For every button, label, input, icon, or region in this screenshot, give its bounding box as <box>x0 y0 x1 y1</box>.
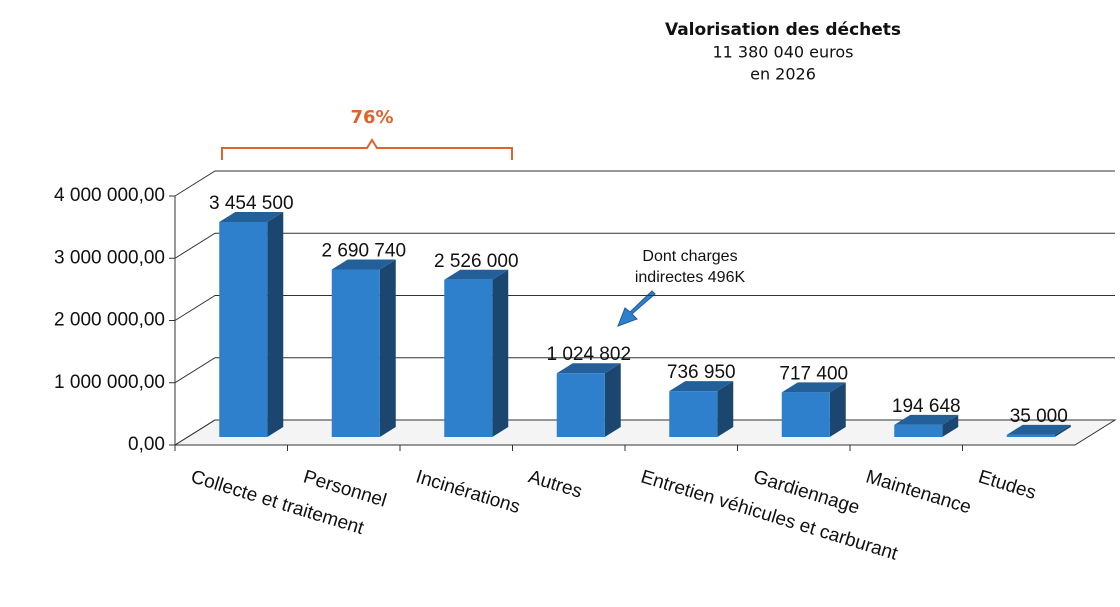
bar-side <box>267 211 284 437</box>
bar <box>894 424 943 437</box>
bar-top <box>894 414 959 425</box>
chart-subtitle: en 2026 <box>750 65 816 84</box>
bar <box>781 392 830 437</box>
value-label: 3 454 500 <box>209 193 294 214</box>
bar-side <box>492 269 509 437</box>
floor <box>173 419 1117 446</box>
chart-subtitle: 11 380 040 euros <box>712 43 853 62</box>
bar-top <box>556 363 621 374</box>
value-label: 1 024 802 <box>546 344 631 365</box>
bar <box>556 373 605 437</box>
value-label: 35 000 <box>1010 406 1068 427</box>
value-label: 2 690 740 <box>321 241 406 262</box>
bar <box>669 391 718 437</box>
chart-title: Valorisation des déchets <box>665 20 901 40</box>
x-tick-label: Incinérations <box>413 466 522 518</box>
grid-line <box>174 357 1115 384</box>
bar <box>331 269 380 437</box>
grid-line <box>174 232 1115 259</box>
bar-side <box>379 259 396 437</box>
bar <box>219 221 268 437</box>
grid-line <box>174 170 1115 197</box>
bar <box>444 279 493 437</box>
callout-text: Dont charges <box>642 248 737 265</box>
bar-side <box>717 381 734 437</box>
value-label: 194 648 <box>892 396 961 417</box>
bracket-label: 76% <box>350 107 393 128</box>
callout-text: indirectes 496K <box>635 269 746 286</box>
bar-top <box>219 211 284 222</box>
y-tick-label: 2 000 000,00 <box>54 310 165 331</box>
bar-top <box>669 381 734 392</box>
x-tick-label: Etudes <box>976 466 1039 503</box>
y-tick-label: 3 000 000,00 <box>54 247 165 268</box>
callout-arrow <box>617 290 656 327</box>
bar-side <box>942 414 959 437</box>
value-label: 2 526 000 <box>434 251 519 272</box>
grid-line <box>174 295 1115 321</box>
y-tick-label: 1 000 000,00 <box>54 372 165 393</box>
x-tick-label: Autres <box>526 466 585 502</box>
bar-top <box>444 269 509 280</box>
bar-top <box>1006 424 1071 435</box>
bar <box>1006 434 1055 437</box>
bar-side <box>1054 424 1071 437</box>
bar-top <box>781 382 846 393</box>
y-tick-label: 0,00 <box>128 434 165 455</box>
bar-side <box>604 363 621 437</box>
bar-side <box>829 382 846 437</box>
value-label: 717 400 <box>779 363 848 384</box>
bar-top <box>331 259 396 270</box>
y-tick-label: 4 000 000,00 <box>54 185 165 206</box>
bracket <box>221 138 513 160</box>
value-label: 736 950 <box>667 362 736 383</box>
x-tick-label: Maintenance <box>863 466 973 518</box>
